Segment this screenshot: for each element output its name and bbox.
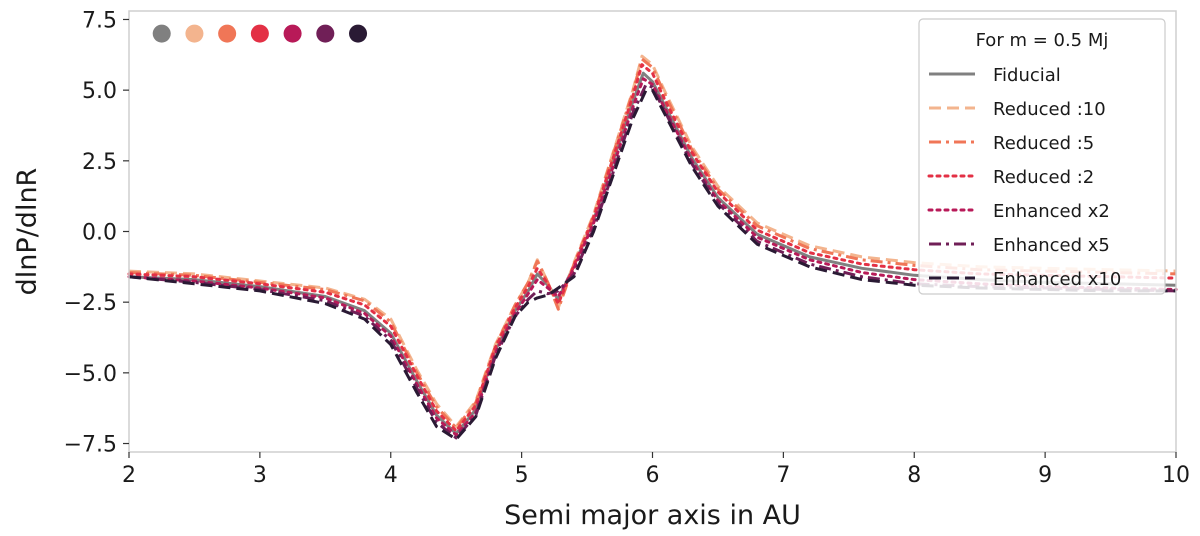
series-line-6 (128, 83, 1177, 440)
legend-items: Fiducial Reduced :10 Reduced :5 Reduced :2 E… (927, 65, 1121, 290)
color-marker (152, 24, 171, 43)
legend-label: Enhanced x2 (993, 201, 1110, 222)
x-tick-label: 10 (1162, 463, 1190, 488)
y-axis-title: dlnP/dlnR (12, 168, 43, 296)
legend-label: Fiducial (993, 65, 1061, 86)
y-tick-label: 7.5 (82, 8, 117, 33)
series-line-7 (128, 88, 1176, 441)
color-markers (152, 24, 368, 43)
x-tick-label: 5 (515, 463, 529, 488)
y-tick-label: −7.5 (64, 433, 117, 458)
legend-label: Reduced :10 (993, 99, 1106, 120)
color-marker (250, 24, 269, 43)
legend: For m = 0.5 Mj Fiducial Reduced :10 Reduce… (918, 18, 1166, 295)
color-marker (283, 24, 302, 43)
y-tick-label: 5.0 (82, 79, 117, 104)
color-marker (185, 24, 204, 43)
x-tick-label: 7 (776, 463, 790, 488)
series-line-4 (127, 63, 1178, 433)
color-marker (316, 24, 335, 43)
x-tick-label: 2 (122, 463, 136, 488)
y-tick-label: −5.0 (64, 362, 117, 387)
color-marker (349, 24, 368, 43)
legend-title: For m = 0.5 Mj (976, 30, 1109, 51)
y-axis: −7.5 −5.0 −2.5 0.0 2.5 5.0 7.5 (64, 8, 129, 458)
legend-label: Enhanced x10 (993, 269, 1121, 290)
series-lines (127, 54, 1178, 441)
x-tick-label: 4 (384, 463, 398, 488)
series-line-5 (127, 77, 1178, 437)
legend-label: Enhanced x5 (993, 235, 1110, 256)
legend-label: Reduced :5 (993, 133, 1094, 154)
x-axis: 2 3 4 5 6 7 8 9 10 (122, 452, 1190, 488)
y-tick-label: 0.0 (82, 221, 117, 246)
x-tick-label: 3 (253, 463, 267, 488)
color-marker (218, 24, 237, 43)
x-tick-label: 6 (646, 463, 660, 488)
legend-label: Reduced :2 (993, 167, 1094, 188)
x-tick-label: 9 (1038, 463, 1052, 488)
x-tick-label: 8 (907, 463, 921, 488)
legend-box (918, 18, 1166, 295)
y-tick-label: 2.5 (82, 150, 117, 175)
x-axis-title: Semi major axis in AU (504, 500, 801, 531)
y-tick-label: −2.5 (64, 291, 117, 316)
